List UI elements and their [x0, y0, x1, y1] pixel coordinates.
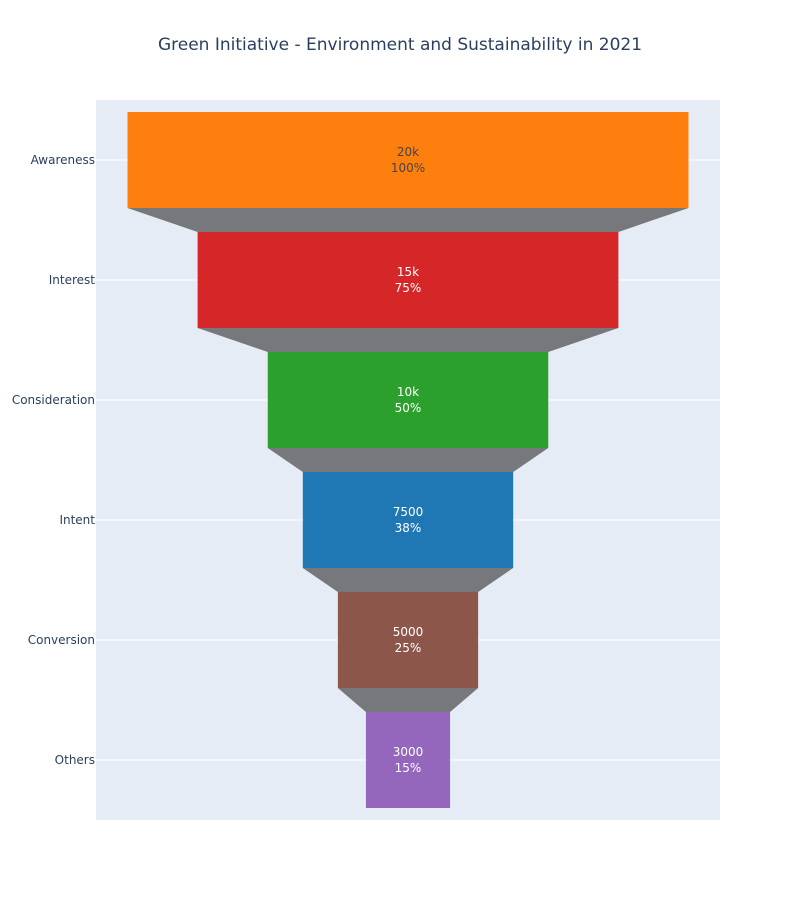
bar-percent-label: 38%	[395, 521, 422, 535]
bar-percent-label: 50%	[395, 401, 422, 415]
bar-percent-label: 75%	[395, 281, 422, 295]
bar-percent-label: 15%	[395, 761, 422, 775]
y-tick-label: Awareness	[31, 153, 95, 167]
bar-labels: 20k 100% 15k 75% 10k 50% 7500 38% 5000 25% 3000 15%	[391, 145, 425, 775]
funnel-bar-intent	[302, 472, 514, 568]
funnel-bar-conversion	[337, 592, 479, 688]
y-tick-label: Consideration	[12, 393, 95, 407]
funnel-connectors	[127, 208, 689, 712]
funnel-connector	[302, 568, 514, 592]
funnel-connector	[197, 328, 619, 352]
bar-value-label: 10k	[397, 385, 419, 399]
funnel-bar-awareness	[127, 112, 689, 208]
funnel-bar-consideration	[267, 352, 549, 448]
bar-value-label: 7500	[393, 505, 424, 519]
y-tick-label: Others	[55, 753, 95, 767]
bar-value-label: 15k	[397, 265, 419, 279]
bar-percent-label: 100%	[391, 161, 425, 175]
funnel-bars	[127, 112, 689, 808]
y-tick-label: Interest	[49, 273, 96, 287]
bar-value-label: 5000	[393, 625, 424, 639]
y-tick-label: Conversion	[28, 633, 95, 647]
funnel-bar-interest	[197, 232, 619, 328]
funnel-connector	[337, 688, 479, 712]
funnel-connector	[127, 208, 689, 232]
y-axis-ticks: Awareness Interest Consideration Intent Conv…	[12, 153, 95, 767]
funnel-bar-others	[365, 712, 451, 808]
y-tick-label: Intent	[59, 513, 95, 527]
bar-value-label: 3000	[393, 745, 424, 759]
bar-percent-label: 25%	[395, 641, 422, 655]
bar-value-label: 20k	[397, 145, 419, 159]
chart-title: Green Initiative - Environment and Susta…	[158, 35, 642, 55]
funnel-connector	[267, 448, 549, 472]
